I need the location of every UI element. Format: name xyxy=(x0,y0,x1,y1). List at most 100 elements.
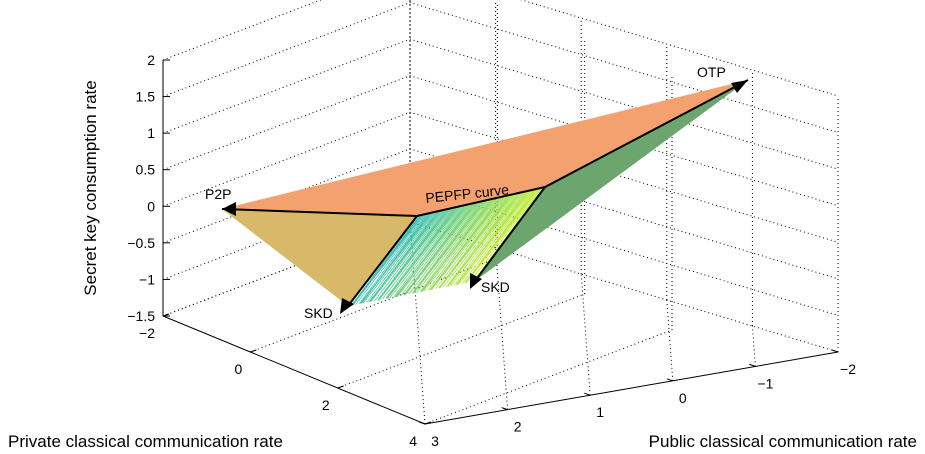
x-tick-label: 4 xyxy=(409,433,417,449)
z-tick-labels: 2 1.5 1 0.5 0 −0.5 −1 −1.5 xyxy=(127,52,170,324)
right-face xyxy=(475,80,748,281)
hatch-line xyxy=(419,199,490,293)
z-tick-label: 0 xyxy=(147,198,155,214)
hatch-line xyxy=(429,196,505,291)
hatch-line xyxy=(442,193,516,288)
hatch-line xyxy=(400,203,472,296)
x-tick-mark xyxy=(250,349,257,353)
grid-line xyxy=(337,293,585,389)
hatch-line xyxy=(385,207,455,299)
grid-line xyxy=(162,0,839,97)
grid-line xyxy=(580,273,591,396)
y-axis-label: Public classical communication rate xyxy=(649,432,917,451)
y-tick-mark xyxy=(418,421,426,425)
hatch-line xyxy=(368,210,442,303)
hatch-line xyxy=(351,215,419,306)
hatch-line xyxy=(389,205,462,299)
grid-line xyxy=(162,111,839,243)
otp-label: OTP xyxy=(697,64,726,80)
hatch-line xyxy=(465,187,542,283)
y-axis-line xyxy=(424,351,839,425)
hatch-line xyxy=(438,194,513,289)
y-tick-label: 3 xyxy=(431,433,439,449)
hatch-line xyxy=(455,189,532,285)
hatch-line xyxy=(416,199,489,293)
skd-left-arrowhead xyxy=(340,298,354,314)
y-tick-label: 2 xyxy=(514,419,522,435)
hatch-line xyxy=(447,191,523,287)
y-tick-mark xyxy=(749,363,756,367)
hatch-line xyxy=(352,214,425,306)
hatch-line xyxy=(439,193,515,289)
z-axis-label: Secret key consumption rate xyxy=(81,80,100,295)
hatch-line xyxy=(423,197,497,292)
hatch-line xyxy=(403,202,478,296)
hatch-line xyxy=(412,201,482,294)
y-tick-label: −1 xyxy=(757,375,773,391)
hatch-line xyxy=(469,187,543,283)
z-tick-label: −1.5 xyxy=(127,308,155,324)
x-tick-mark xyxy=(424,421,432,425)
hatch-line xyxy=(394,204,469,297)
x-tick-label: −2 xyxy=(139,325,155,341)
y-tick-label: 0 xyxy=(679,390,687,406)
z-tick-label: 2 xyxy=(147,52,155,68)
grid-line xyxy=(162,75,839,207)
z-tick-label: −0.5 xyxy=(127,235,155,251)
z-tick-label: 1 xyxy=(147,125,155,141)
hatch-line xyxy=(397,203,470,297)
z-tick-label: −1 xyxy=(139,271,155,287)
hatch-line xyxy=(366,211,436,303)
surface-edges xyxy=(221,79,749,307)
x-tick-label: 2 xyxy=(322,397,330,413)
hatch-line xyxy=(412,200,486,294)
hatch-line xyxy=(386,206,460,299)
top-face xyxy=(222,80,748,216)
hatch-line xyxy=(377,208,451,301)
hatch-line xyxy=(360,212,433,304)
p2p-arrowhead xyxy=(222,202,236,216)
y-tick-mark xyxy=(666,378,673,382)
hatch-line xyxy=(446,193,517,287)
grid-line xyxy=(162,38,839,170)
hatch-line xyxy=(435,195,507,290)
arrowheads xyxy=(222,80,748,314)
hatch-line xyxy=(464,188,540,284)
x-tick-label: 0 xyxy=(235,361,243,377)
pepfp-hatch-region xyxy=(347,186,546,307)
hatch-line xyxy=(378,208,452,301)
hatch-line xyxy=(427,197,499,291)
hatch-line xyxy=(362,211,435,304)
z-tick-label: 1.5 xyxy=(136,89,156,105)
z-tick-label: 0.5 xyxy=(136,162,156,178)
y-tick-label: 1 xyxy=(596,404,604,420)
hatch-line xyxy=(421,198,496,292)
otp-arrowhead xyxy=(731,80,748,93)
grid-line xyxy=(424,329,673,425)
hatch-line xyxy=(458,189,533,285)
hatch-line xyxy=(393,205,463,298)
y-tick-mark xyxy=(831,349,839,353)
hatch-line xyxy=(431,195,506,290)
hatch-line xyxy=(351,214,424,306)
grid-line xyxy=(495,247,509,410)
p2p-label: P2P xyxy=(205,186,231,202)
hatch-line xyxy=(450,191,524,287)
x-axis-label: Private classical communication rate xyxy=(8,432,283,451)
hatch-line xyxy=(386,206,459,299)
y-tick-mark xyxy=(501,407,508,411)
x-tick-labels: −2 0 2 4 xyxy=(139,313,432,449)
hatch-line xyxy=(355,213,426,305)
grid-line xyxy=(666,299,674,381)
x-tick-mark xyxy=(162,313,170,317)
grid-line xyxy=(162,2,839,134)
hatch-line xyxy=(370,209,443,302)
hatch-line xyxy=(408,201,480,295)
skd-left-label: SKD xyxy=(304,305,333,321)
y-tick-mark xyxy=(584,392,591,396)
hatch-line xyxy=(359,213,428,305)
hatch-line xyxy=(381,207,453,300)
y-tick-labels: 3 2 1 0 −1 −2 xyxy=(418,349,856,449)
hatch-line xyxy=(405,201,479,295)
